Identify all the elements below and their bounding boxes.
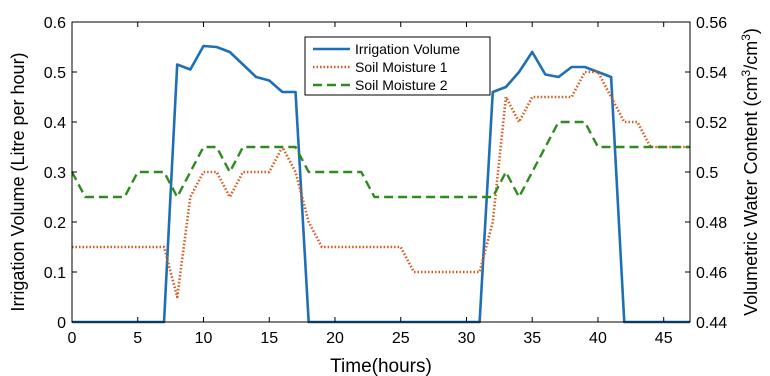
y-right-tick-label: 0.5 <box>696 165 718 182</box>
y-axis-left-label: Irrigation Volume (Litre per hour) <box>8 52 28 311</box>
x-tick-label: 20 <box>326 330 344 347</box>
y-right-tick-label: 0.54 <box>696 65 727 82</box>
legend-items: Irrigation Volume Soil Moisture 1 Soil Moi… <box>313 41 460 93</box>
y-axis-right-label-sup: 3 <box>739 34 753 41</box>
y-right-tick-label: 0.56 <box>696 15 727 32</box>
legend-label: Soil Moisture 2 <box>355 77 448 93</box>
y-axis-right-label-sup: 3 <box>739 69 753 76</box>
y-left-tick-label: 0 <box>57 315 66 332</box>
series-line-soil-moisture-1 <box>72 70 690 299</box>
x-tick-label: 40 <box>589 330 607 347</box>
y-left-tick-label: 0.4 <box>44 115 66 132</box>
x-tick-label: 0 <box>68 330 77 347</box>
y-left-tick-label: 0.2 <box>44 215 66 232</box>
y-axis-right-label-part: ) <box>741 28 761 34</box>
series-line-soil-moisture-2 <box>70 120 690 199</box>
y-axis-right: 0.44 0.46 0.48 0.5 0.52 0.54 0.56 <box>685 15 727 332</box>
legend-label: Irrigation Volume <box>355 41 460 57</box>
y-right-tick-label: 0.46 <box>696 265 727 282</box>
x-tick-label: 5 <box>133 330 142 347</box>
x-tick-label: 15 <box>260 330 278 347</box>
y-left-tick-label: 0.1 <box>44 265 66 282</box>
y-right-tick-label: 0.44 <box>696 315 727 332</box>
x-axis-label: Time(hours) <box>330 356 432 376</box>
legend: Irrigation Volume Soil Moisture 1 Soil Moi… <box>304 36 491 96</box>
x-tick-label: 35 <box>523 330 541 347</box>
x-tick-label: 45 <box>655 330 673 347</box>
y-axis-right-label: Volumetric Water Content (cm3/cm3) <box>739 28 761 316</box>
y-left-tick-label: 0.3 <box>44 165 66 182</box>
y-axis-left: 0 0.1 0.2 0.3 0.4 0.5 0.6 <box>44 15 77 332</box>
legend-label: Soil Moisture 1 <box>355 59 448 75</box>
y-left-tick-label: 0.5 <box>44 65 66 82</box>
y-right-tick-label: 0.52 <box>696 115 727 132</box>
x-tick-label: 30 <box>458 330 476 347</box>
y-left-tick-label: 0.6 <box>44 15 66 32</box>
y-right-tick-label: 0.48 <box>696 215 727 232</box>
y-axis-right-label-part: /cm <box>741 41 761 70</box>
x-tick-label: 10 <box>195 330 213 347</box>
y-axis-right-label-part: Volumetric Water Content (cm <box>741 76 761 315</box>
x-tick-label: 25 <box>392 330 410 347</box>
x-axis: 0 5 10 15 20 25 30 35 40 45 <box>68 22 673 347</box>
